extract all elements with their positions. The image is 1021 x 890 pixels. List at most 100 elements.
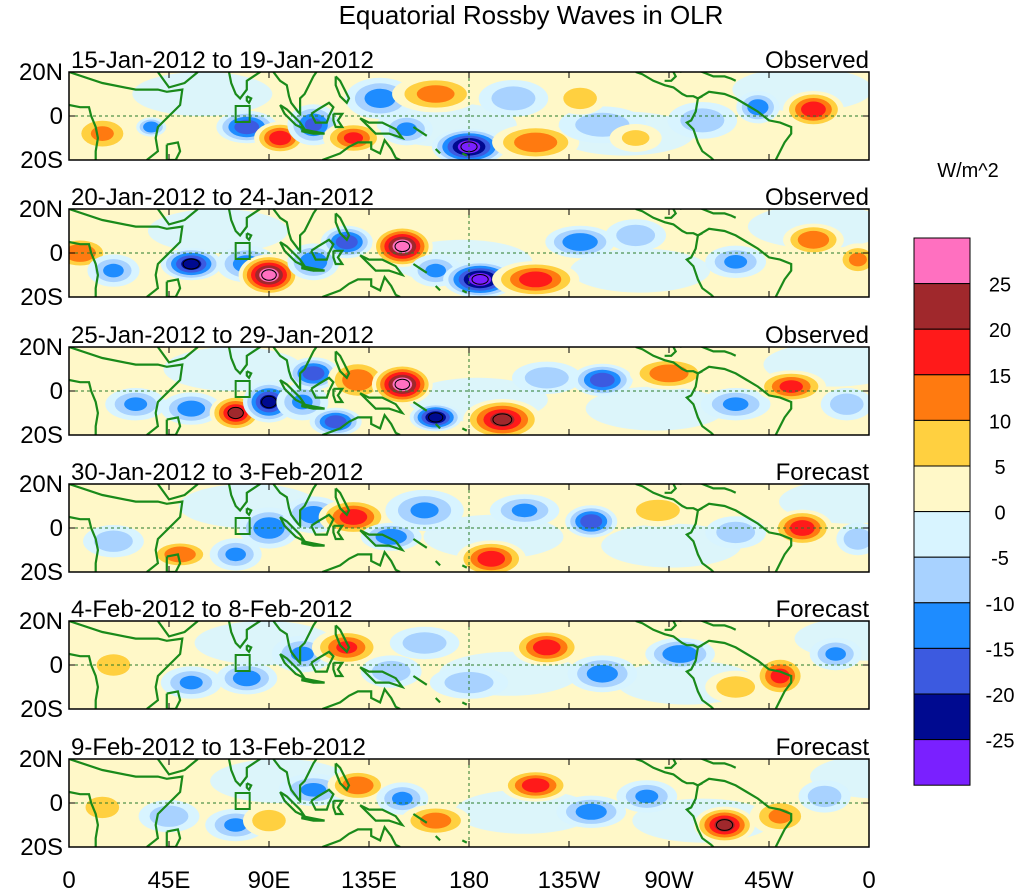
contour-level <box>144 122 159 132</box>
reference-box <box>234 517 251 535</box>
anomaly-blob <box>389 626 460 660</box>
contour-level <box>378 664 405 679</box>
colorbar-label: -10 <box>986 594 1015 616</box>
coastline <box>684 235 715 297</box>
contour-level <box>410 635 439 651</box>
anomaly-blob <box>327 359 389 401</box>
coastline <box>359 529 406 553</box>
coastline <box>334 487 351 517</box>
contour-level <box>338 236 355 248</box>
x-tick-label: 180 <box>449 867 489 890</box>
contour-level <box>722 525 749 540</box>
coastline <box>434 560 441 567</box>
coastline <box>664 621 678 631</box>
coastline <box>301 540 325 547</box>
y-tick-label: 20S <box>20 696 63 723</box>
anomaly-blob <box>209 538 262 571</box>
contour-level <box>347 373 368 387</box>
coastline <box>697 502 793 572</box>
coastline <box>157 621 199 638</box>
anomaly-blob <box>311 629 382 666</box>
coastline <box>332 112 345 129</box>
panel-status: Forecast <box>776 734 870 761</box>
coastline <box>334 762 351 792</box>
coastline <box>272 72 318 117</box>
anomaly-blob <box>756 370 827 403</box>
coastline <box>310 788 335 811</box>
coastline <box>697 90 793 160</box>
anomaly-blob <box>478 80 549 117</box>
anomaly-blob <box>160 666 222 699</box>
x-tick-label: 135E <box>341 867 397 890</box>
coastline <box>359 392 406 416</box>
coastline <box>332 249 345 266</box>
coastline <box>635 347 703 375</box>
coastline <box>635 621 703 649</box>
coastline <box>332 799 345 816</box>
anomaly-field <box>69 72 869 160</box>
coastlines <box>69 347 793 435</box>
contour-level <box>724 254 748 269</box>
colorbar-swatch <box>913 465 971 513</box>
contour-level <box>327 416 344 427</box>
coastline <box>680 209 737 219</box>
coastline <box>412 263 428 274</box>
anomaly-blob <box>492 124 580 160</box>
coastline <box>697 365 793 435</box>
colorbar-swatch <box>913 602 971 649</box>
anomaly-blob <box>360 522 422 551</box>
colorbar-swatch <box>913 419 971 467</box>
anomaly-blob <box>783 223 844 256</box>
coastline <box>301 815 325 822</box>
coastline <box>434 697 441 704</box>
coastline <box>664 209 678 219</box>
anomaly-blob <box>836 243 869 276</box>
anomaly-blob <box>371 363 433 405</box>
y-tick-label: 20N <box>19 196 63 223</box>
y-tick-label: 0 <box>50 515 63 542</box>
colorbar-label: 15 <box>989 366 1011 388</box>
coastline <box>359 804 406 828</box>
reference-box <box>234 242 251 260</box>
coastline <box>461 564 468 569</box>
anomaly-blob <box>705 516 767 549</box>
contour-level <box>103 263 124 278</box>
colorbar-label: 10 <box>989 411 1011 433</box>
coastline <box>680 72 737 82</box>
coastline <box>165 416 182 435</box>
anomaly-blob <box>243 804 295 837</box>
coastline <box>635 759 703 787</box>
anomaly-blob <box>287 357 340 390</box>
coastline <box>697 639 793 709</box>
coastline <box>69 378 100 435</box>
anomaly-blob <box>605 219 667 252</box>
panel-period: 25-Jan-2012 to 29-Jan-2012 <box>71 322 374 349</box>
contour-level <box>236 671 258 685</box>
neutral-patch <box>585 386 726 431</box>
coastline <box>165 828 182 847</box>
neutral-patch <box>570 248 711 293</box>
y-tick-label: 20N <box>19 334 63 361</box>
contour-level <box>423 814 448 827</box>
anomaly-blob <box>798 780 851 813</box>
anomaly-blob <box>754 655 807 697</box>
coastline <box>157 759 199 776</box>
coastline <box>301 128 325 135</box>
coastline <box>245 95 253 105</box>
contour-level <box>511 503 538 518</box>
coastline <box>310 513 335 536</box>
contour-level <box>569 236 591 248</box>
coastline <box>680 759 737 769</box>
neutral-patch <box>163 347 304 391</box>
anomaly-blob <box>216 662 278 695</box>
colorbar-swatch <box>913 283 971 330</box>
colorbar-label: -5 <box>991 548 1009 570</box>
coastline <box>321 686 401 709</box>
x-tick-label: 45E <box>148 867 191 890</box>
y-tick-label: 20S <box>20 284 63 311</box>
x-tick-label: 0 <box>862 867 875 890</box>
anomaly-blob <box>667 102 738 139</box>
contour-level <box>622 228 649 243</box>
coastline <box>359 117 406 141</box>
y-tick-label: 20S <box>20 559 63 586</box>
